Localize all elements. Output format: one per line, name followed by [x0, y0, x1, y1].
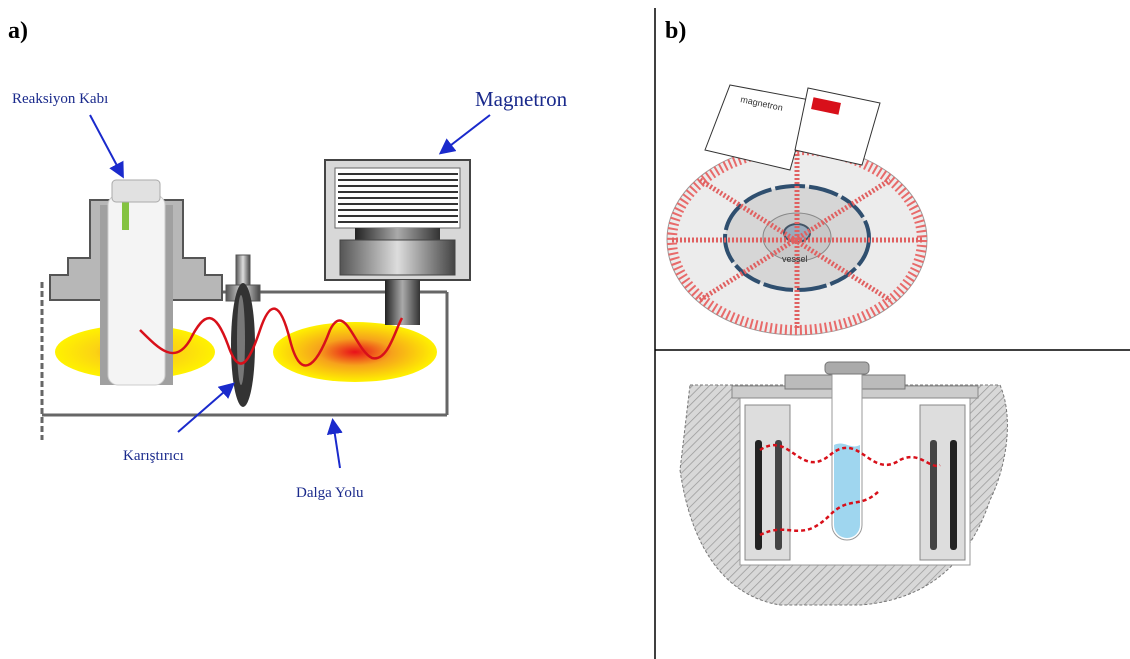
shape	[745, 405, 790, 560]
shape	[355, 228, 440, 240]
shape	[834, 444, 860, 538]
shape	[237, 295, 245, 385]
shape	[178, 385, 232, 432]
shape	[108, 195, 165, 385]
shape	[442, 115, 490, 152]
cavity-diagram	[680, 362, 1007, 605]
microwave-diagram	[42, 115, 490, 468]
shape	[333, 422, 340, 468]
shape	[930, 440, 937, 550]
shape	[273, 322, 437, 382]
panel-label: a)	[8, 18, 28, 44]
callout-label: Dalga Yolu	[296, 485, 364, 501]
shape	[112, 180, 160, 202]
shape	[825, 362, 869, 374]
panel-label: b)	[665, 18, 686, 44]
shape	[122, 200, 129, 230]
shape	[90, 115, 122, 175]
shape	[920, 405, 965, 560]
rotor-diagram	[667, 85, 927, 335]
callout-label: Reaksiyon Kabı	[12, 91, 108, 107]
callout-label: Magnetron	[475, 87, 568, 111]
shape	[775, 440, 782, 550]
shape	[340, 240, 455, 275]
shape	[385, 280, 420, 325]
shape	[236, 255, 250, 285]
vessel-label: vessel	[782, 254, 808, 264]
figure: a) b)	[0, 0, 1130, 659]
shape	[950, 440, 957, 550]
callout-label: Karıştırıcı	[123, 448, 184, 464]
